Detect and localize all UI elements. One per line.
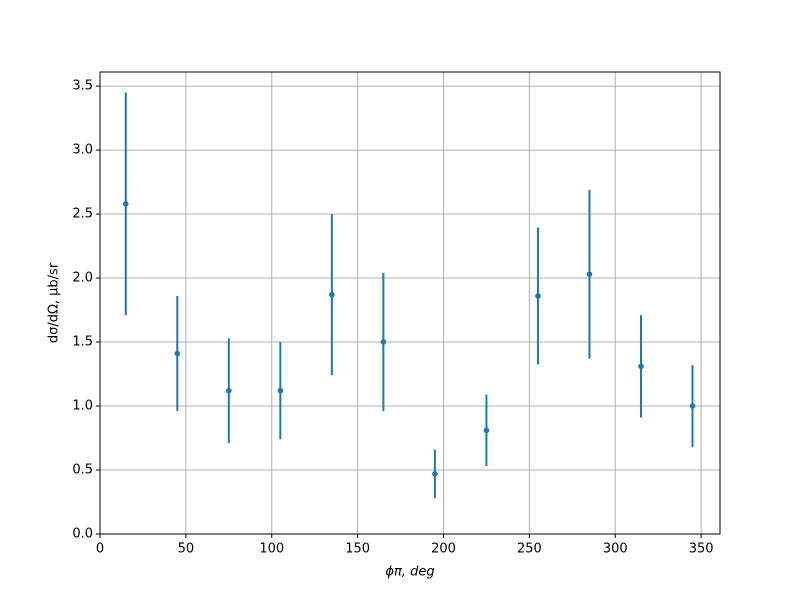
data-point — [483, 427, 490, 434]
data-point — [226, 387, 232, 394]
x-tick-label: 300 — [603, 542, 628, 557]
grid — [99, 72, 720, 535]
plot-frame — [99, 71, 721, 535]
data-point — [586, 271, 593, 278]
x-axis-label: ϕπ, deg — [385, 565, 434, 580]
data-point — [535, 293, 541, 299]
data-point — [689, 403, 696, 409]
y-tick-label: 0.0 — [72, 527, 93, 542]
x-tick-label: 100 — [259, 542, 284, 557]
marks — [122, 92, 696, 499]
x-tick-label: 0 — [96, 542, 104, 557]
x-tick-label: 350 — [689, 542, 714, 557]
data-point — [122, 201, 129, 207]
data-point — [380, 339, 387, 345]
y-tick-label: 1.5 — [72, 335, 93, 350]
data-point — [638, 363, 644, 370]
y-tick-label: 2.0 — [72, 271, 93, 286]
x-tick-label: 250 — [517, 542, 542, 557]
data-point — [432, 471, 438, 477]
x-tick-label: 200 — [431, 542, 456, 557]
x-tick-label: 50 — [178, 542, 195, 557]
y-tick-label: 0.5 — [72, 463, 93, 478]
y-tick-label: 3.5 — [72, 79, 93, 94]
data-point — [174, 350, 181, 357]
y-axis-label: dσ/dΩ, μb/sr — [47, 262, 62, 343]
y-tick-label: 2.5 — [72, 207, 93, 222]
y-tick-label: 1.0 — [72, 399, 93, 414]
data-point — [329, 291, 335, 298]
data-point — [277, 387, 284, 394]
x-tick-label: 150 — [345, 542, 370, 557]
y-tick-label: 3.0 — [72, 143, 93, 158]
